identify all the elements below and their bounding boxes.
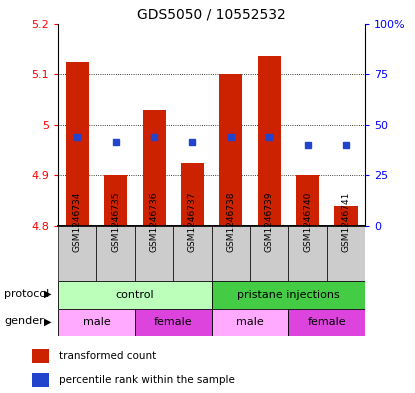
Text: protocol: protocol — [4, 289, 49, 299]
Text: GSM1246737: GSM1246737 — [188, 192, 197, 252]
Text: GSM1246738: GSM1246738 — [226, 192, 235, 252]
Text: female: female — [308, 317, 346, 327]
Bar — [58, 281, 212, 309]
Bar — [143, 110, 166, 226]
Title: GDS5050 / 10552532: GDS5050 / 10552532 — [137, 7, 286, 21]
Bar — [58, 226, 96, 281]
Bar — [173, 226, 212, 281]
Bar — [212, 226, 250, 281]
Bar — [250, 226, 288, 281]
Bar — [58, 309, 135, 336]
Bar — [104, 175, 127, 226]
Text: GSM1246739: GSM1246739 — [265, 192, 274, 252]
Text: pristane injections: pristane injections — [237, 290, 340, 300]
Bar — [220, 74, 242, 226]
Bar — [327, 226, 365, 281]
Bar — [288, 226, 327, 281]
Bar — [32, 349, 49, 364]
Bar — [212, 309, 288, 336]
Text: percentile rank within the sample: percentile rank within the sample — [59, 375, 235, 385]
Text: control: control — [115, 290, 154, 300]
Text: GSM1246734: GSM1246734 — [73, 192, 82, 252]
Text: transformed count: transformed count — [59, 351, 156, 361]
Bar — [288, 309, 365, 336]
Bar — [135, 226, 173, 281]
Bar — [181, 163, 204, 226]
Text: GSM1246741: GSM1246741 — [342, 192, 351, 252]
Text: GSM1246736: GSM1246736 — [149, 192, 159, 252]
Text: GSM1246740: GSM1246740 — [303, 192, 312, 252]
Text: ▶: ▶ — [44, 316, 52, 327]
Bar — [96, 226, 135, 281]
Bar — [296, 175, 319, 226]
Text: female: female — [154, 317, 193, 327]
Bar — [135, 309, 212, 336]
Text: male: male — [83, 317, 110, 327]
Bar — [334, 206, 357, 226]
Bar — [32, 373, 49, 387]
Bar — [66, 62, 89, 226]
Text: ▶: ▶ — [44, 289, 52, 299]
Text: GSM1246735: GSM1246735 — [111, 192, 120, 252]
Text: male: male — [236, 317, 264, 327]
Text: gender: gender — [4, 316, 44, 327]
Bar — [212, 281, 365, 309]
Bar — [258, 57, 281, 226]
